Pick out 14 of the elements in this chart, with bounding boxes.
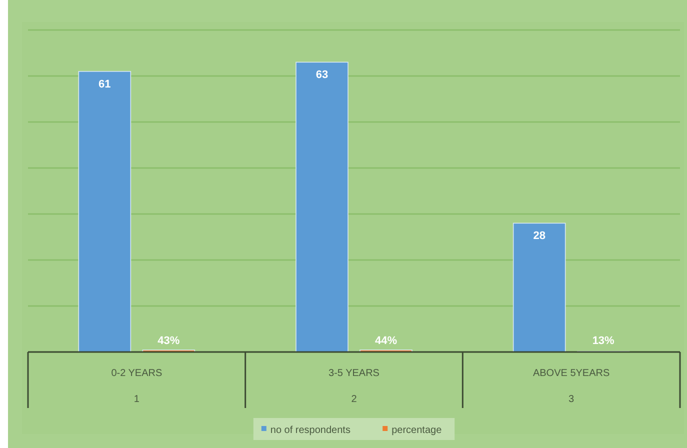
text: 2: [351, 394, 358, 405]
text: 1: [134, 394, 140, 405]
data-label: 43%: [158, 335, 180, 347]
legend-label: percentage: [392, 425, 442, 436]
x-tick-label: 3-5 YEARS: [328, 368, 380, 379]
legend-label: no of respondents: [270, 425, 350, 436]
text: 3: [568, 394, 575, 405]
data-label: 44%: [374, 335, 398, 347]
data-label: 13%: [592, 335, 615, 347]
x-tick-label: 0-2 YEARS: [111, 368, 162, 379]
data-label: 28: [533, 230, 546, 242]
data-label: 61: [98, 78, 111, 90]
x-tick-label: ABOVE 5YEARS: [532, 368, 610, 379]
data-label: 63: [316, 69, 328, 82]
